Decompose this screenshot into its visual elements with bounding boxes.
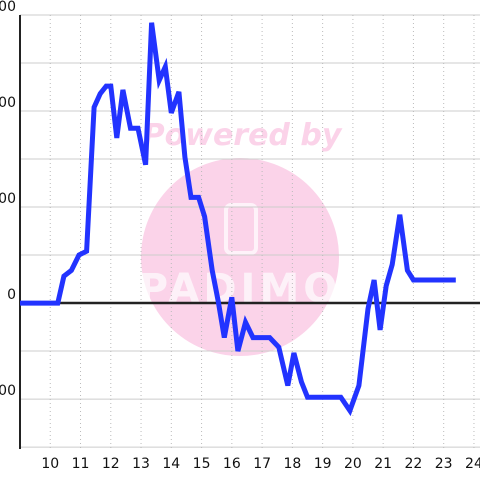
x-tick-label: 16: [223, 456, 241, 472]
tick-labels: -500 0 500 1,000 1,500 10 11 12 13 14 15 16 17 18 19 20…: [0, 0, 480, 472]
x-tick-label: 15: [193, 456, 211, 472]
x-tick-label: 17: [253, 456, 271, 472]
x-tick-label: 11: [72, 456, 90, 472]
x-tick-label: 12: [102, 456, 120, 472]
x-tick-label: 20: [344, 456, 362, 472]
series-line: [20, 22, 456, 417]
x-tick-label: 22: [405, 456, 423, 472]
watermark-phone-icon: [224, 203, 258, 255]
series: [20, 22, 456, 417]
y-tick-label: 1,000: [0, 95, 16, 111]
x-tick-label: 18: [283, 456, 301, 472]
y-tick-label: 1,500: [0, 0, 16, 15]
x-tick-label: 10: [41, 456, 59, 472]
x-tick-label: 21: [374, 456, 392, 472]
y-tick-label: 500: [0, 191, 16, 207]
x-tick-label: 24: [465, 456, 480, 472]
watermark-circle: [141, 158, 339, 356]
x-tick-label: 23: [435, 456, 453, 472]
x-tick-label: 14: [162, 456, 180, 472]
watermark-brand: PADIMO: [139, 266, 342, 312]
y-tick-label: 0: [7, 287, 16, 303]
x-tick-label: 13: [132, 456, 150, 472]
grid: [20, 14, 480, 449]
axes: [19, 15, 480, 449]
y-tick-label: -500: [0, 383, 16, 399]
watermark: Powered by PADIMO: [139, 118, 343, 356]
x-tick-label: 19: [314, 456, 332, 472]
watermark-powered-by: Powered by: [143, 118, 343, 153]
